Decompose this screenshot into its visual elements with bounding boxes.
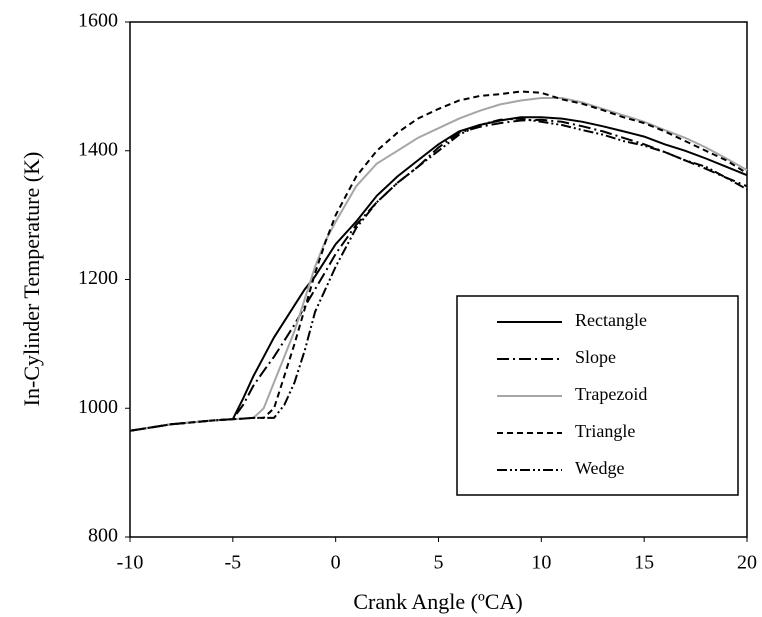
y-tick-label: 1400 — [78, 138, 118, 160]
series-line — [129, 116, 748, 432]
y-tick-label: 1000 — [78, 396, 118, 418]
legend-label: Slope — [575, 347, 616, 367]
legend-label: Triangle — [575, 421, 635, 441]
x-tick-label: 5 — [434, 552, 444, 574]
y-tick-label: 800 — [88, 525, 118, 547]
legend-label: Trapezoid — [575, 384, 647, 404]
series-line — [129, 117, 748, 432]
legend-label: Rectangle — [575, 310, 647, 330]
x-tick-label: 10 — [531, 552, 551, 574]
series-line — [129, 97, 748, 432]
x-axis-title: Crank Angle (ºCA) — [353, 589, 522, 614]
x-tick-label: 0 — [331, 552, 341, 574]
x-tick-label: 15 — [634, 552, 654, 574]
y-axis-title: In-Cylinder Temperature (K) — [19, 152, 44, 407]
x-tick-label: -10 — [117, 552, 144, 574]
y-tick-label: 1600 — [78, 10, 118, 32]
y-tick-label: 1200 — [78, 267, 118, 289]
x-tick-label: -5 — [224, 552, 241, 574]
series-line — [129, 90, 748, 432]
legend-label: Wedge — [575, 458, 625, 478]
x-tick-label: 20 — [737, 552, 757, 574]
